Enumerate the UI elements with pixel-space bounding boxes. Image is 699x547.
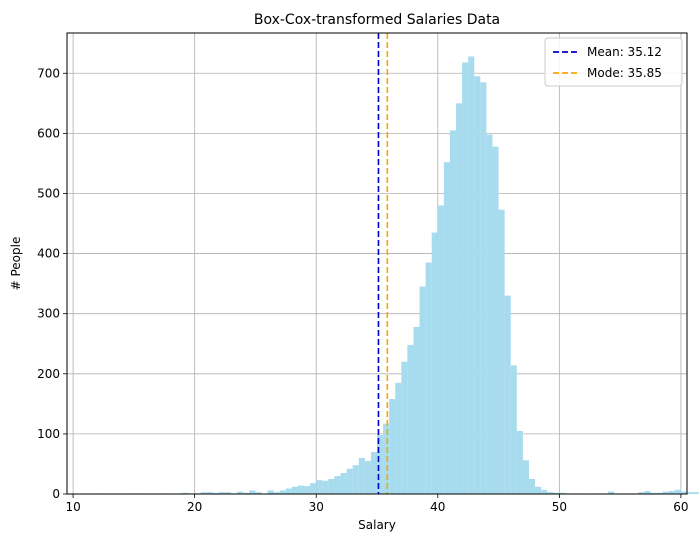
- histogram-bar: [389, 399, 396, 494]
- histogram-bar: [547, 492, 554, 494]
- histogram-bar: [693, 492, 699, 494]
- histogram-bar: [668, 490, 675, 494]
- histogram-bar: [297, 485, 305, 494]
- histogram-bar: [516, 430, 523, 494]
- histogram-bar: [553, 492, 560, 494]
- histogram-bar: [273, 492, 280, 494]
- histogram-bar: [480, 82, 487, 495]
- histogram-bar: [680, 491, 687, 494]
- histogram-bar: [462, 62, 469, 494]
- histogram-bar: [279, 490, 286, 494]
- x-tick-label: 10: [65, 500, 80, 514]
- histogram-bar: [541, 489, 548, 494]
- histogram-bar: [449, 130, 457, 495]
- histogram-bar: [656, 492, 663, 494]
- histogram-bar: [340, 472, 347, 494]
- x-tick-label: 40: [430, 500, 445, 514]
- legend-label: Mean: 35.12: [587, 45, 662, 59]
- y-tick-label: 300: [37, 307, 60, 321]
- histogram-bar: [407, 344, 414, 494]
- x-axis-label: Salary: [358, 518, 396, 532]
- histogram-bar: [437, 205, 444, 495]
- histogram-bar: [285, 488, 292, 494]
- histogram-bar: [364, 460, 371, 494]
- legend-box: [544, 37, 683, 87]
- histogram-bar: [425, 262, 432, 494]
- histogram-bar: [413, 326, 420, 494]
- chart-title: Box-Cox-transformed Salaries Data: [254, 12, 500, 28]
- y-axis-ticks: 0 100 200 300 400 500 600 700: [37, 66, 67, 501]
- histogram-bar: [316, 480, 323, 494]
- reference-lines: [377, 33, 389, 494]
- histogram-bars: [97, 56, 699, 495]
- x-tick-label: 30: [309, 500, 324, 514]
- histogram-bar: [218, 492, 226, 494]
- x-tick-label: 60: [673, 500, 688, 514]
- histogram-bar: [249, 490, 256, 494]
- histogram-bar: [182, 492, 189, 494]
- y-tick-label: 0: [52, 487, 60, 501]
- histogram-bar: [237, 491, 244, 494]
- histogram-bar: [243, 492, 250, 494]
- histogram-bar: [255, 492, 262, 494]
- histogram-bar: [607, 491, 615, 494]
- y-tick-label: 700: [37, 66, 60, 80]
- histogram-bar: [334, 475, 341, 494]
- histogram-bar: [431, 232, 438, 495]
- histogram-bar: [304, 486, 311, 494]
- grid-lines: [67, 33, 687, 495]
- histogram-bar: [419, 286, 426, 494]
- histogram-bar: [504, 295, 511, 494]
- histogram-bar: [468, 56, 475, 495]
- histogram-bar: [322, 480, 329, 494]
- histogram-bar: [492, 146, 499, 494]
- histogram-bar: [474, 76, 481, 495]
- plot-frame: [66, 32, 688, 495]
- x-axis-ticks: 10 20 30 40 50 60: [65, 494, 689, 514]
- histogram-bar: [206, 492, 213, 494]
- histogram-bar: [443, 162, 450, 494]
- histogram-bar: [535, 486, 542, 494]
- histogram-bar: [559, 492, 566, 494]
- histogram-bar: [225, 492, 232, 494]
- y-tick-label: 400: [37, 247, 60, 261]
- histogram-bar: [650, 492, 657, 494]
- histogram-bar: [401, 361, 408, 494]
- histogram-bar: [310, 483, 317, 494]
- histogram-bar: [486, 134, 493, 494]
- histogram-bar: [346, 468, 353, 494]
- histogram-bar: [328, 478, 335, 494]
- histogram-bar: [212, 492, 219, 494]
- histogram-bar: [674, 489, 681, 494]
- x-tick-label: 20: [187, 500, 202, 514]
- x-tick-label: 50: [552, 500, 567, 514]
- legend: Mean: 35.12 Mode: 35.85: [544, 37, 683, 87]
- histogram-bar: [662, 491, 669, 494]
- histogram-bar: [510, 365, 517, 494]
- histogram-bar: [267, 490, 274, 494]
- histogram-bar: [200, 492, 207, 494]
- histogram-bar: [352, 465, 359, 494]
- histogram-bar: [522, 460, 529, 494]
- histogram-bar: [358, 457, 365, 494]
- y-tick-label: 100: [37, 427, 60, 441]
- histogram-bar: [377, 435, 384, 494]
- y-axis-label: # People: [9, 237, 23, 291]
- histogram-bar: [687, 492, 694, 494]
- histogram-bar: [498, 209, 505, 494]
- histogram-bar: [638, 492, 645, 494]
- histogram-bar: [456, 103, 463, 495]
- histogram-bar: [528, 478, 536, 494]
- histogram-bar: [395, 382, 402, 494]
- histogram-bar: [291, 486, 298, 494]
- y-tick-label: 500: [37, 186, 60, 200]
- y-tick-label: 600: [37, 126, 60, 140]
- legend-label: Mode: 35.85: [587, 66, 662, 80]
- y-tick-label: 200: [37, 367, 60, 381]
- histogram-bar: [644, 490, 651, 494]
- histogram-bar: [370, 451, 377, 494]
- histogram-bar: [383, 423, 390, 494]
